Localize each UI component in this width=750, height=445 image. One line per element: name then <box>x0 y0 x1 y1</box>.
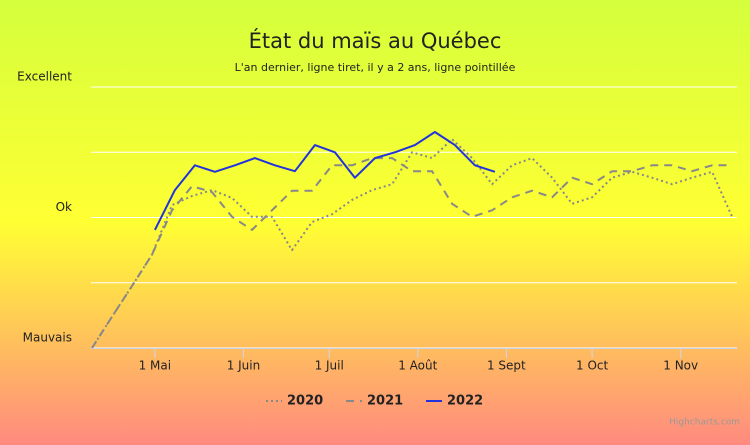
legend-label[interactable]: 2020 <box>287 394 323 409</box>
credits[interactable]: Highcharts.com <box>669 418 740 428</box>
y-tick-label: Excellent <box>17 70 72 84</box>
x-tick-label: 1 Mai <box>139 359 172 373</box>
series-line <box>91 157 733 349</box>
legend-label[interactable]: 2021 <box>367 394 403 409</box>
legend-label[interactable]: 2022 <box>447 394 483 409</box>
y-tick-label: Ok <box>56 200 72 214</box>
series-line <box>154 131 496 231</box>
x-tick-label: 1 Sept <box>487 359 526 373</box>
x-tick-label: 1 Nov <box>663 359 698 373</box>
x-tick-label: 1 Août <box>398 359 437 373</box>
series-line <box>91 138 734 349</box>
chart-subtitle: L'an dernier, ligne tiret, il y a 2 ans,… <box>235 61 516 74</box>
x-tick-label: 1 Juil <box>315 359 344 373</box>
x-tick-label: 1 Juin <box>227 359 261 373</box>
x-tick-label: 1 Oct <box>576 359 608 373</box>
chart-title: État du maïs au Québec <box>249 28 502 53</box>
y-tick-label: Mauvais <box>23 331 72 345</box>
